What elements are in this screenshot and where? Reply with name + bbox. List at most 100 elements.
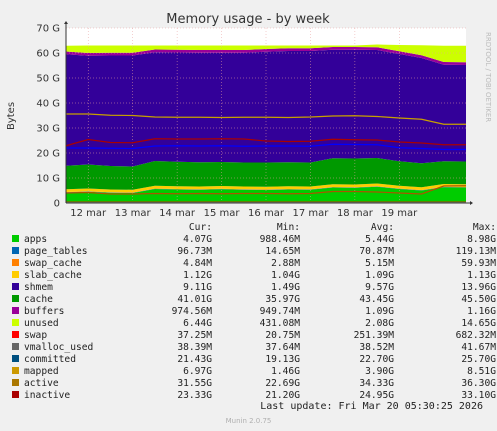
x-tick-label: 15 mar <box>204 208 241 219</box>
x-tick-label: 16 mar <box>248 208 285 219</box>
legend-avg-value: 3.90G <box>365 366 394 377</box>
x-tick-label: 18 mar <box>337 208 374 219</box>
legend-table: Cur: Min: Avg: Max: apps 4.07G 988.46M 5.44… <box>12 222 496 402</box>
legend-cur-value: 4.84M <box>183 258 212 269</box>
legend-avg-value: 5.44G <box>365 234 394 245</box>
y-axis-arrow <box>64 21 68 24</box>
legend-min-value: 22.69G <box>265 378 300 389</box>
legend-label: apps <box>24 234 48 245</box>
legend-max-value: 1.13G <box>467 270 496 281</box>
last-update: Last update: Fri Mar 20 05:30:25 2026 <box>260 401 483 412</box>
legend-swatch <box>12 306 19 314</box>
legend-min-value: 37.64M <box>265 342 300 353</box>
legend-cur-value: 31.55G <box>177 378 212 389</box>
legend-row-apps: apps 4.07G 988.46M 5.44G 8.98G <box>12 234 496 246</box>
legend-row-swap: swap 37.25M 20.75M 251.39M 682.32M <box>12 330 496 342</box>
legend-rows: apps 4.07G 988.46M 5.44G 8.98G page_tables 96.… <box>12 234 496 402</box>
y-tick-label: 20 G <box>36 149 60 160</box>
legend-max-value: 14.65G <box>461 318 496 329</box>
legend-row-active: active 31.55G 22.69G 34.33G 36.30G <box>12 378 496 390</box>
y-tick-label: 0 <box>54 199 60 210</box>
legend-max-value: 8.51G <box>467 366 496 377</box>
legend-min-value: 20.75M <box>265 330 300 341</box>
line-active <box>66 113 466 125</box>
legend-cur-value: 41.01G <box>177 294 212 305</box>
line-mapped <box>65 185 467 195</box>
x-tick-label: 12 mar <box>70 208 107 219</box>
legend-label: inactive <box>24 390 71 401</box>
legend-min-value: 431.08M <box>259 318 300 329</box>
legend-max-value: 41.67M <box>461 342 496 353</box>
legend-avg-value: 43.45G <box>359 294 394 305</box>
legend-avg-value: 24.95G <box>359 390 394 401</box>
legend-header-row: Cur: Min: Avg: Max: <box>12 222 496 234</box>
legend-label: slab_cache <box>24 270 82 281</box>
legend-swatch <box>12 378 19 386</box>
legend-cur-value: 974.56M <box>171 306 212 317</box>
legend-label: mapped <box>24 366 59 377</box>
area-shmem-band <box>66 158 466 190</box>
y-tick-label: 10 G <box>36 174 60 185</box>
legend-min-value: 2.88M <box>271 258 300 269</box>
y-tick-label: 70 G <box>36 24 60 35</box>
legend-label: cache <box>24 294 53 305</box>
watermark: RRDTOOL / TOBI OETIKER <box>484 32 492 122</box>
legend-avg-value: 70.87M <box>359 246 394 257</box>
legend-avg-value: 1.09G <box>365 270 394 281</box>
legend-row-unused: unused 6.44G 431.08M 2.08G 14.65G <box>12 318 496 330</box>
area-cache <box>66 49 466 167</box>
legend-header-avg: Avg: <box>370 222 394 233</box>
stacked-areas <box>66 44 466 203</box>
legend-avg-value: 2.08G <box>365 318 394 329</box>
legend-cur-value: 1.12G <box>183 270 212 281</box>
y-tick-label: 50 G <box>36 74 60 85</box>
legend-avg-value: 34.33G <box>359 378 394 389</box>
legend-label: swap_cache <box>24 258 82 269</box>
legend-min-value: 21.20G <box>265 390 300 401</box>
legend-cur-value: 4.07G <box>183 234 212 245</box>
area-apps <box>66 186 466 203</box>
legend-swatch <box>12 258 19 266</box>
legend-cur-value: 6.97G <box>183 366 212 377</box>
legend-avg-value: 9.57G <box>365 282 394 293</box>
legend-cur-value: 9.11G <box>183 282 212 293</box>
legend-row-slab-cache: slab_cache 1.12G 1.04G 1.09G 1.13G <box>12 270 496 282</box>
legend-row-mapped: mapped 6.97G 1.46G 3.90G 8.51G <box>12 366 496 378</box>
legend-avg-value: 22.70G <box>359 354 394 365</box>
legend-min-value: 1.46G <box>271 366 300 377</box>
legend-swatch <box>12 282 19 290</box>
legend-row-buffers: buffers 974.56M 949.74M 1.09G 1.16G <box>12 306 496 318</box>
chart-title: Memory usage - by week <box>166 12 330 27</box>
legend-cur-value: 23.33G <box>177 390 212 401</box>
legend-max-value: 25.70G <box>461 354 496 365</box>
x-tick-label: 14 mar <box>159 208 196 219</box>
legend-cur-value: 21.43G <box>177 354 212 365</box>
legend-row-committed: committed 21.43G 19.13G 22.70G 25.70G <box>12 354 496 366</box>
legend-swatch <box>12 234 19 242</box>
y-tick-label: 30 G <box>36 124 60 135</box>
legend-swatch <box>12 330 19 338</box>
legend-swatch <box>12 342 19 350</box>
legend-swatch <box>12 294 19 302</box>
legend-cur-value: 6.44G <box>183 318 212 329</box>
legend-max-value: 36.30G <box>461 378 496 389</box>
y-tick-label: 60 G <box>36 49 60 60</box>
legend-min-value: 35.97G <box>265 294 300 305</box>
legend-label: page_tables <box>24 246 88 257</box>
x-tick-label: 17 mar <box>292 208 329 219</box>
legend-max-value: 8.98G <box>467 234 496 245</box>
y-axis-label: Bytes <box>6 102 17 130</box>
legend-min-value: 1.49G <box>271 282 300 293</box>
legend-label: active <box>24 378 59 389</box>
legend-cur-value: 38.39M <box>177 342 212 353</box>
legend-min-value: 1.04G <box>271 270 300 281</box>
legend-max-value: 682.32M <box>455 330 496 341</box>
legend-swatch <box>12 390 19 398</box>
legend-min-value: 988.46M <box>259 234 300 245</box>
legend-max-value: 1.16G <box>467 306 496 317</box>
legend-label: buffers <box>24 306 65 317</box>
legend-swatch <box>12 354 19 362</box>
legend-row-swap-cache: swap_cache 4.84M 2.88M 5.15M 59.93M <box>12 258 496 270</box>
x-tick-label: 13 mar <box>115 208 152 219</box>
legend-min-value: 14.65M <box>265 246 300 257</box>
